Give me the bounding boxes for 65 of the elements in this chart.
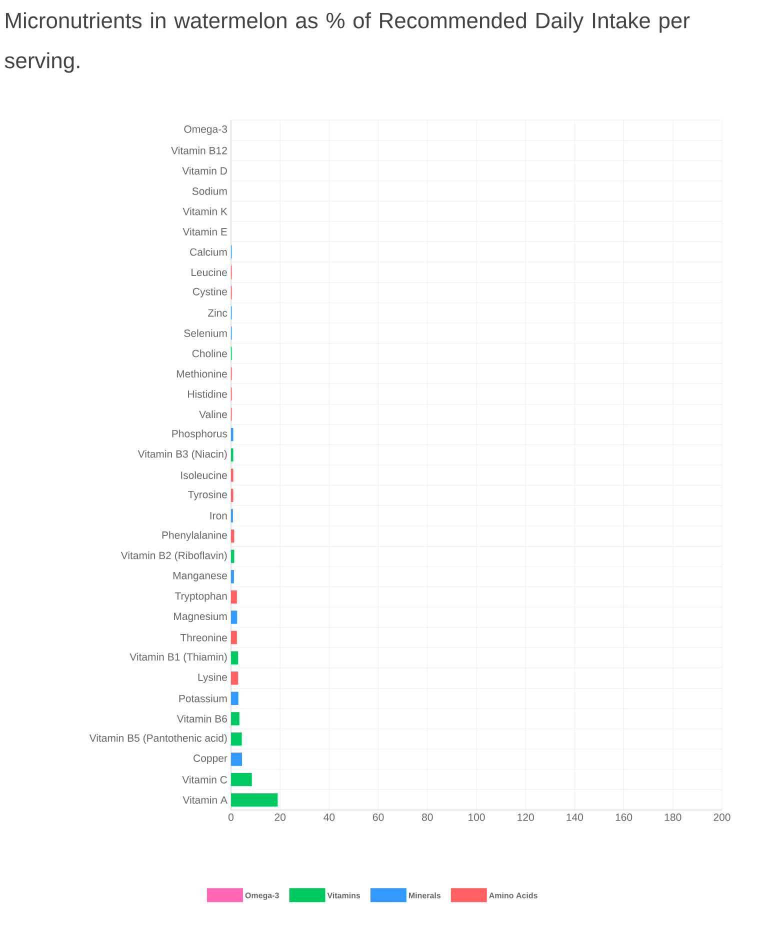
y-tick-label: Vitamin B5 (Pantothenic acid)	[89, 734, 227, 744]
y-tick-label: Vitamin B1 (Thiamin)	[130, 652, 227, 663]
y-tick-label: Magnesium	[174, 612, 227, 622]
y-tick-label: Histidine	[188, 390, 227, 398]
y-tick-label: Vitamin B6	[176, 714, 227, 723]
x-tick-label: 100	[468, 814, 485, 821]
x-tick-label: 0	[228, 814, 234, 821]
bar	[230, 692, 238, 705]
bar	[230, 590, 237, 604]
y-tick-label: Valine	[199, 410, 227, 418]
y-tick-label: Choline	[192, 350, 227, 358]
y-tick-label: Vitamin B12	[171, 146, 227, 154]
legend-label: Omega-3	[245, 892, 279, 900]
legend-label: Amino Acids	[489, 892, 538, 898]
y-tick-label: Omega-3	[184, 125, 227, 135]
bar	[230, 732, 242, 746]
bar	[230, 630, 237, 644]
x-tick-label: 60	[372, 814, 384, 821]
y-tick-label: Vitamin E	[182, 228, 227, 236]
bar	[230, 752, 242, 766]
legend-label: Minerals	[408, 892, 441, 898]
y-tick-label: Methionine	[176, 370, 227, 378]
y-tick-label: Threonine	[180, 634, 227, 642]
y-tick-label: Isoleucine	[181, 471, 227, 480]
y-tick-label: Vitamin B2 (Riboflavin)	[120, 551, 227, 562]
y-tick-label: Manganese	[173, 572, 227, 582]
bar	[230, 712, 240, 726]
bar	[230, 570, 234, 584]
y-tick-label: Lysine	[198, 673, 227, 683]
bar	[230, 651, 238, 664]
bar	[230, 529, 234, 543]
bar	[230, 672, 238, 685]
bar	[230, 793, 278, 806]
y-tick-label: Tyrosine	[188, 490, 227, 500]
x-tick-label: 140	[566, 814, 584, 821]
x-tick-label: 180	[664, 814, 682, 821]
y-tick-label: Copper	[194, 754, 228, 764]
y-tick-label: Vitamin K	[182, 207, 228, 216]
x-tick-label: 120	[518, 814, 534, 821]
x-tick-label: 160	[616, 814, 632, 821]
y-tick-label: Phenylalanine	[162, 531, 227, 541]
y-tick-label: Leucine	[192, 268, 227, 276]
x-tick-label: 40	[324, 814, 335, 821]
x-tick-label: 200	[714, 814, 730, 821]
y-tick-label: Calcium	[190, 248, 227, 256]
x-tick-label: 20	[274, 814, 286, 821]
bar	[230, 610, 238, 624]
y-tick-label: Vitamin B3 (Niacin)	[138, 450, 227, 460]
x-tick-label: 80	[422, 814, 433, 821]
y-tick-label: Sodium	[192, 187, 227, 195]
y-tick-label: Vitamin A	[182, 796, 228, 804]
y-tick-label: Vitamin C	[182, 776, 228, 784]
y-tick-label: Tryptophan	[174, 592, 227, 602]
y-tick-label: Potassium	[179, 694, 227, 702]
y-tick-label: Cystine	[192, 288, 227, 298]
y-tick-label: Zinc	[208, 308, 228, 317]
chart-title: Micronutrients in watermelon as % of Recommended Daily Intake per serving.	[4, 12, 690, 73]
y-tick-label: Vitamin D	[182, 166, 227, 175]
y-tick-label: Phosphorus	[172, 430, 228, 440]
legend-label: Vitamins	[327, 892, 360, 898]
bar	[230, 468, 234, 482]
bar	[230, 772, 252, 786]
y-tick-label: Selenium	[184, 329, 227, 337]
y-tick-label: Iron	[210, 512, 227, 520]
bar	[230, 550, 234, 563]
